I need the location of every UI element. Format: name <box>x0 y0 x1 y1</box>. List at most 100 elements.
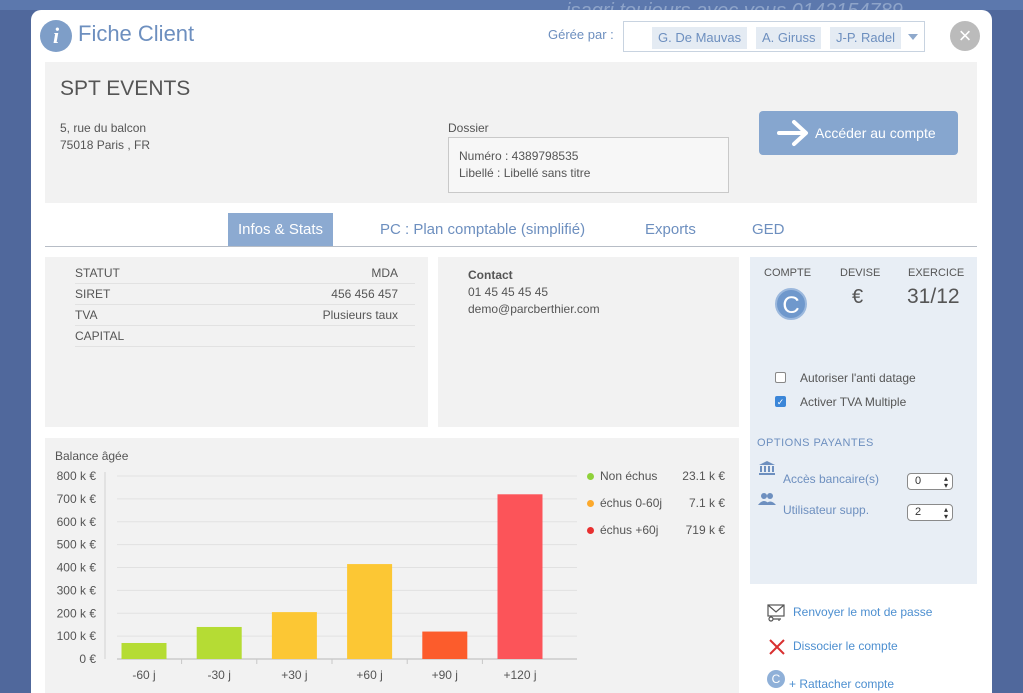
legend-label: échus 0-60j <box>600 496 663 510</box>
stat-key: SIRET <box>75 287 111 301</box>
stat-value: 456 456 457 <box>331 287 398 301</box>
access-account-label: Accéder au compte <box>815 125 936 141</box>
chart-title: Balance âgée <box>55 449 129 463</box>
x-tick-label: +90 j <box>432 668 458 682</box>
x-tick-label: -60 j <box>132 668 155 682</box>
anti-datage-label: Autoriser l'anti datage <box>800 371 916 385</box>
bar <box>121 642 167 659</box>
modal-header: i Fiche Client Gérée par : G. De Mauvas … <box>31 10 992 60</box>
contact-email: demo@parcberthier.com <box>468 302 600 316</box>
access-account-button[interactable]: Accéder au compte <box>759 111 958 155</box>
devise-label: DEVISE <box>840 267 881 279</box>
close-button[interactable]: × <box>950 21 980 51</box>
bank-icon <box>759 461 775 475</box>
tab-exports[interactable]: Exports <box>645 221 696 238</box>
bar <box>196 626 242 659</box>
account-panel: COMPTE DEVISE EXERCICE C € 31/12 Autoris… <box>750 257 977 584</box>
x-tick-label: +60 j <box>356 668 382 682</box>
extra-user-value: 2 <box>915 506 922 518</box>
dossier-label: Dossier <box>448 121 489 135</box>
stat-row: SIRET 456 456 457 <box>75 284 415 305</box>
legend-value: 23.1 k € <box>682 469 725 483</box>
legend-value: 7.1 k € <box>688 496 725 510</box>
client-summary: SPT EVENTS 5, rue du balcon 75018 Paris … <box>45 62 977 203</box>
legend-item: échus +60j 719 k € <box>587 523 729 539</box>
extra-user-label: Utilisateur supp. <box>783 503 870 517</box>
y-tick-label: 300 k € <box>57 583 97 597</box>
stepper-icon: ▴ ▾ <box>943 474 948 490</box>
dissociate-account-link[interactable]: Dissocier le compte <box>793 639 898 653</box>
resend-password-link[interactable]: Renvoyer le mot de passe <box>793 605 933 619</box>
extra-user-select[interactable]: 2 ▴ ▾ <box>907 504 953 521</box>
y-tick-label: 500 k € <box>57 538 97 552</box>
y-tick-label: 0 € <box>79 652 96 666</box>
bank-access-label: Accès bancaire(s) <box>783 472 880 486</box>
address-line: 75018 Paris , FR <box>60 138 151 152</box>
bank-access-value: 0 <box>915 475 922 487</box>
tab-infos-stats[interactable]: Infos & Stats <box>228 213 334 246</box>
tab-plan-comptable[interactable]: PC : Plan comptable (simplifié) <box>380 221 586 238</box>
users-icon <box>758 493 776 505</box>
legend-label: Non échus <box>600 469 658 483</box>
info-icon: i <box>40 20 72 52</box>
contact-block: Contact 01 45 45 45 45 demo@parcberthier… <box>468 267 600 318</box>
contact-panel: Contact 01 45 45 45 45 demo@parcberthier… <box>438 257 739 427</box>
compte-badge: C <box>775 288 807 320</box>
managers-select[interactable]: G. De Mauvas A. Giruss J-P. Radel <box>623 21 925 52</box>
dossier-number: Numéro : 4389798535 <box>459 149 579 163</box>
stat-row: STATUT MDA <box>75 263 415 284</box>
legend-dot <box>587 527 594 534</box>
y-tick-label: 700 k € <box>57 492 97 506</box>
background-toolbar <box>0 0 1023 10</box>
tab-bar: Infos & Stats PC : Plan comptable (simpl… <box>45 213 977 247</box>
managed-by-label: Gérée par : <box>548 27 614 42</box>
x-tick-label: +120 j <box>503 668 536 682</box>
x-icon <box>769 639 785 655</box>
legend-item: Non échus 23.1 k € <box>587 469 729 485</box>
client-name: SPT EVENTS <box>60 77 191 100</box>
c-badge-icon: C <box>767 670 785 688</box>
stat-value: MDA <box>371 266 398 280</box>
stat-key: STATUT <box>75 266 120 280</box>
anti-datage-checkbox[interactable] <box>775 372 786 383</box>
attach-account-link[interactable]: + Rattacher compte <box>789 677 895 691</box>
stat-key: CAPITAL <box>75 329 125 343</box>
legend-dot <box>587 473 594 480</box>
aged-balance-chart-panel: Balance âgée 0 € 100 k € 200 k € 300 k € 400… <box>45 438 739 693</box>
dossier-box: Numéro : 4389798535 Libellé : Libellé sa… <box>448 137 729 193</box>
legend-label: échus +60j <box>600 523 659 537</box>
stat-row: CAPITAL <box>75 326 415 347</box>
tab-ged[interactable]: GED <box>752 221 785 238</box>
stat-row: TVA Plusieurs taux <box>75 305 415 326</box>
bar <box>347 564 393 659</box>
manager-chip[interactable]: G. De Mauvas <box>652 27 748 49</box>
y-tick-label: 400 k € <box>57 561 97 575</box>
bank-access-select[interactable]: 0 ▴ ▾ <box>907 473 953 490</box>
contact-title: Contact <box>468 268 513 282</box>
bar <box>271 612 317 659</box>
envelope-key-icon <box>767 604 785 622</box>
contact-phone: 01 45 45 45 45 <box>468 285 549 299</box>
x-tick-label: -30 j <box>208 668 231 682</box>
compte-label: COMPTE <box>764 267 812 279</box>
manager-chip[interactable]: A. Giruss <box>756 27 822 49</box>
address-line: 5, rue du balcon <box>60 121 147 135</box>
client-modal: i Fiche Client Gérée par : G. De Mauvas … <box>31 10 992 693</box>
modal-title: Fiche Client <box>78 21 195 46</box>
exercice-value: 31/12 <box>907 285 960 308</box>
chevron-down-icon[interactable] <box>908 34 918 40</box>
devise-value: € <box>852 286 864 308</box>
manager-chip[interactable]: J-P. Radel <box>830 27 902 49</box>
exercice-label: EXERCICE <box>908 267 965 279</box>
stat-value: Plusieurs taux <box>322 308 398 322</box>
bar <box>422 631 468 659</box>
legend-item: échus 0-60j 7.1 k € <box>587 496 729 512</box>
bar <box>497 494 543 659</box>
dossier-libelle: Libellé : Libellé sans titre <box>459 166 591 180</box>
x-tick-label: +30 j <box>281 668 307 682</box>
stats-panel: STATUT MDA SIRET 456 456 457 TVA Plusieu… <box>45 257 428 427</box>
y-tick-label: 100 k € <box>57 629 97 643</box>
arrow-right-icon <box>777 120 808 146</box>
paid-options-title: OPTIONS PAYANTES <box>757 437 874 449</box>
tva-multiple-checkbox[interactable]: ✓ <box>775 396 786 407</box>
